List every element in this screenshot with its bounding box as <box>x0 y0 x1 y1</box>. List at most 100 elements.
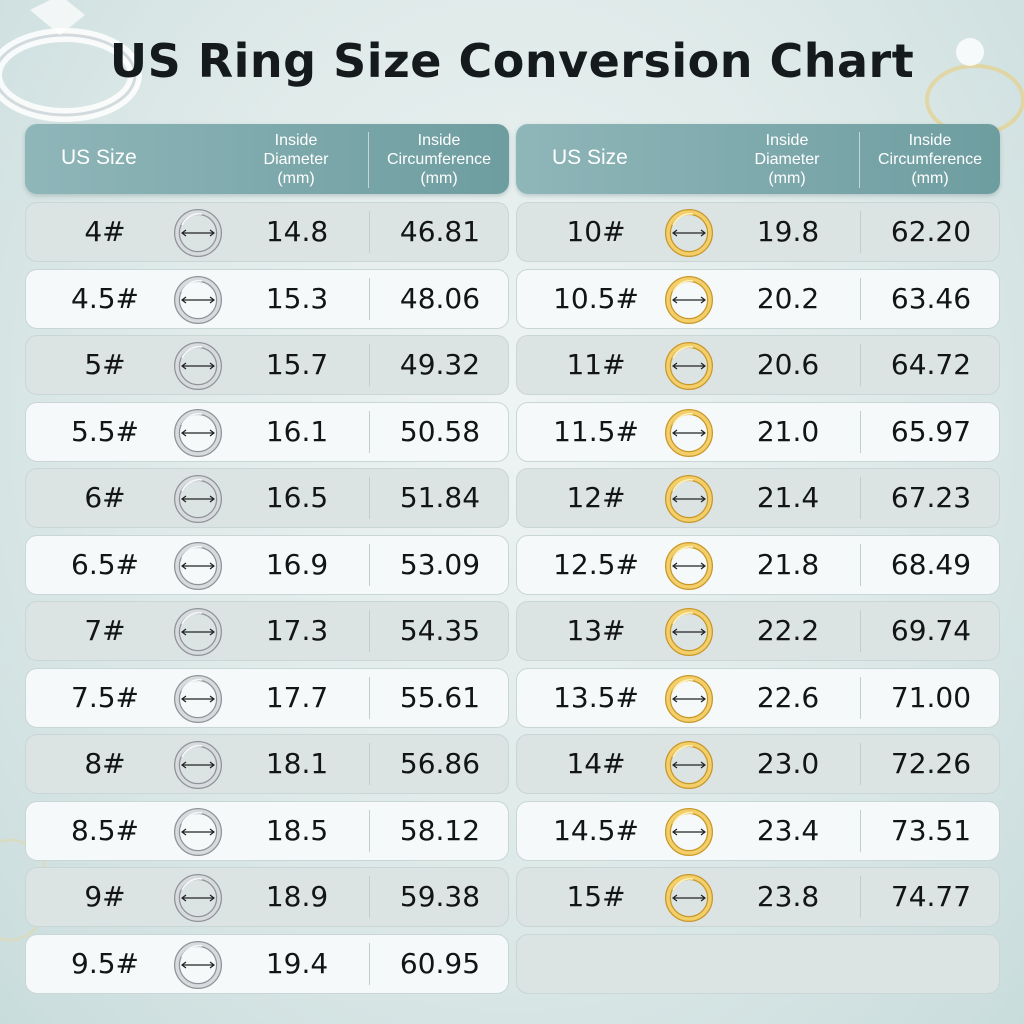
cell-inside-diameter: 23.0 <box>756 747 820 780</box>
table-row: 15# 23.8 74.77 <box>516 867 1000 927</box>
cell-us-size: 10.5# <box>553 281 639 315</box>
cell-us-size: 14# <box>566 747 626 780</box>
cell-inside-circumference: 69.74 <box>890 614 972 647</box>
cell-inside-diameter: 16.1 <box>265 414 329 448</box>
double-arrow-icon <box>181 362 215 370</box>
cell-inside-circumference: 74.77 <box>890 880 972 913</box>
cell-divider <box>860 809 861 852</box>
gold-ring-icon <box>665 807 713 856</box>
table-row: 8# 18.1 56.86 <box>25 734 509 794</box>
double-arrow-icon <box>181 562 215 569</box>
cell-us-size: 6# <box>84 481 126 514</box>
table-row: 14.5# 23.4 73.51 <box>516 800 1000 861</box>
cell-inside-circumference: 64.72 <box>890 348 972 381</box>
table-row: 7.5# 17.7 55.61 <box>25 667 509 728</box>
decorative-ring-top-left <box>0 0 142 122</box>
header-inside-diameter: Inside Diameter (mm) <box>754 132 820 187</box>
table-row: 13.5# 22.6 71.00 <box>516 667 1000 728</box>
empty-row <box>516 933 1000 994</box>
table-row: 9.5# 19.4 60.95 <box>25 933 509 994</box>
cell-inside-circumference: 50.58 <box>399 414 481 448</box>
table-row: 4.5# 15.3 48.06 <box>25 268 509 329</box>
cell-us-size: 4# <box>84 215 126 248</box>
silver-ring-icon <box>174 940 222 989</box>
silver-ring-icon <box>174 275 222 324</box>
silver-ring-icon <box>174 342 222 390</box>
table-row: 6.5# 16.9 53.09 <box>25 534 509 595</box>
cell-us-size: 12# <box>566 481 626 514</box>
table-row: 7# 17.3 54.35 <box>25 601 509 661</box>
header-us-size: US Size <box>552 146 628 169</box>
table-row: 13# 22.2 69.74 <box>516 601 1000 661</box>
gold-ring-icon <box>665 209 713 257</box>
cell-inside-circumference: 72.26 <box>890 747 972 780</box>
cell-inside-diameter: 17.3 <box>265 614 329 647</box>
cell-inside-diameter: 22.2 <box>756 614 820 647</box>
double-arrow-icon <box>672 562 706 569</box>
gold-ring-icon <box>665 674 713 723</box>
double-arrow-icon <box>181 695 215 702</box>
cell-us-size: 9# <box>84 880 126 913</box>
cell-us-size: 4.5# <box>71 281 139 315</box>
cell-inside-diameter: 15.3 <box>265 281 329 315</box>
silver-ring-icon <box>174 608 222 656</box>
table-row: 8.5# 18.5 58.12 <box>25 800 509 861</box>
cell-inside-diameter: 18.5 <box>265 813 329 847</box>
header-inside-circumference: Inside Circumference (mm) <box>877 132 983 187</box>
cell-inside-diameter: 20.2 <box>756 281 820 315</box>
cell-inside-diameter: 19.4 <box>265 946 329 980</box>
cell-divider <box>860 743 861 785</box>
cell-inside-diameter: 14.8 <box>265 215 329 248</box>
double-arrow-icon <box>672 628 706 636</box>
table-row: 12# 21.4 67.23 <box>516 468 1000 528</box>
cell-divider <box>860 543 861 586</box>
header-inside-diameter: Inside Diameter (mm) <box>263 132 329 187</box>
cell-inside-circumference: 67.23 <box>890 481 972 514</box>
cell-divider <box>860 610 861 652</box>
cell-inside-circumference: 62.20 <box>890 215 972 248</box>
header-divider <box>859 132 860 188</box>
cell-inside-circumference: 59.38 <box>399 880 481 913</box>
cell-inside-circumference: 71.00 <box>890 680 972 714</box>
cell-divider <box>369 543 370 586</box>
cell-us-size: 7# <box>84 614 126 647</box>
cell-inside-diameter: 23.4 <box>756 813 820 847</box>
cell-divider <box>369 942 370 985</box>
double-arrow-icon <box>672 828 706 835</box>
double-arrow-icon <box>181 761 215 769</box>
cell-inside-diameter: 22.6 <box>756 680 820 714</box>
cell-divider <box>369 344 370 386</box>
table-header: US Size Inside Diameter (mm) Inside Circ… <box>25 124 509 194</box>
gold-ring-icon <box>665 408 713 457</box>
cell-divider <box>860 676 861 719</box>
cell-inside-diameter: 21.8 <box>756 547 820 581</box>
table-header: US Size Inside Diameter (mm) Inside Circ… <box>516 124 1000 194</box>
double-arrow-icon <box>181 229 215 237</box>
cell-us-size: 9.5# <box>71 946 139 980</box>
cell-inside-diameter: 19.8 <box>756 215 820 248</box>
double-arrow-icon <box>672 296 706 303</box>
cell-inside-circumference: 55.61 <box>399 680 481 714</box>
gold-ring-icon <box>665 874 713 922</box>
cell-us-size: 11# <box>566 348 626 381</box>
left-table: US Size Inside Diameter (mm) Inside Circ… <box>25 124 509 994</box>
cell-inside-circumference: 58.12 <box>399 813 481 847</box>
cell-divider <box>369 676 370 719</box>
table-row: 10# 19.8 62.20 <box>516 202 1000 262</box>
cell-divider <box>369 477 370 519</box>
table-row: 14# 23.0 72.26 <box>516 734 1000 794</box>
silver-ring-icon <box>174 408 222 457</box>
cell-inside-diameter: 17.7 <box>265 680 329 714</box>
cell-divider <box>369 211 370 253</box>
cell-inside-circumference: 49.32 <box>399 348 481 381</box>
right-table: US Size Inside Diameter (mm) Inside Circ… <box>516 124 1000 994</box>
cell-inside-circumference: 56.86 <box>399 747 481 780</box>
cell-divider <box>860 211 861 253</box>
cell-divider <box>369 809 370 852</box>
table-row: 4# 14.8 46.81 <box>25 202 509 262</box>
cell-us-size: 13# <box>566 614 626 647</box>
double-arrow-icon <box>181 296 215 303</box>
cell-inside-diameter: 20.6 <box>756 348 820 381</box>
cell-divider <box>860 410 861 453</box>
cell-us-size: 6.5# <box>71 547 139 581</box>
